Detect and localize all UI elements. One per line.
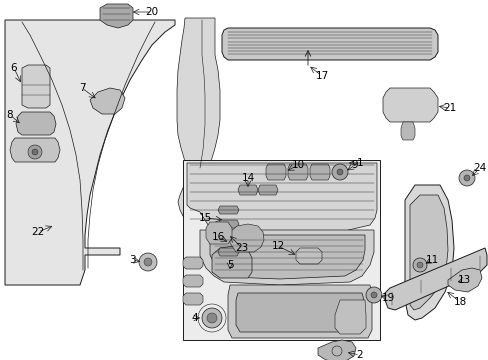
Text: 22: 22 [31, 227, 44, 237]
Text: 1: 1 [356, 158, 363, 168]
Polygon shape [186, 163, 376, 232]
Polygon shape [5, 20, 175, 285]
Polygon shape [183, 257, 203, 269]
Polygon shape [309, 164, 329, 180]
Polygon shape [227, 285, 371, 338]
Polygon shape [447, 268, 481, 292]
Polygon shape [183, 293, 203, 305]
Text: 18: 18 [452, 297, 466, 307]
Polygon shape [16, 112, 56, 135]
Polygon shape [209, 235, 364, 279]
Polygon shape [265, 164, 285, 180]
Text: 11: 11 [425, 255, 438, 265]
Polygon shape [384, 248, 486, 310]
Polygon shape [205, 222, 231, 244]
Text: 14: 14 [241, 173, 254, 183]
Text: 20: 20 [145, 7, 158, 17]
Text: 4: 4 [191, 313, 198, 323]
Polygon shape [218, 234, 239, 242]
Polygon shape [183, 160, 379, 340]
Circle shape [458, 170, 474, 186]
Polygon shape [212, 246, 251, 278]
Circle shape [202, 308, 222, 328]
Polygon shape [409, 195, 447, 310]
Polygon shape [222, 28, 437, 60]
Text: 5: 5 [226, 260, 233, 270]
Text: 23: 23 [235, 243, 248, 253]
Text: 3: 3 [128, 255, 135, 265]
Text: 12: 12 [271, 241, 284, 251]
Text: 13: 13 [456, 275, 469, 285]
Polygon shape [90, 88, 125, 114]
Circle shape [416, 262, 422, 268]
Circle shape [370, 292, 376, 298]
Polygon shape [236, 293, 363, 332]
Text: 10: 10 [291, 160, 304, 170]
Text: 24: 24 [472, 163, 486, 173]
Polygon shape [218, 248, 239, 256]
Text: 19: 19 [381, 293, 394, 303]
Polygon shape [382, 88, 437, 122]
Polygon shape [404, 185, 453, 320]
Polygon shape [183, 275, 203, 287]
Circle shape [412, 258, 426, 272]
Polygon shape [100, 4, 133, 28]
Circle shape [32, 149, 38, 155]
Text: 6: 6 [11, 63, 17, 73]
Polygon shape [238, 185, 258, 195]
Text: 15: 15 [198, 213, 211, 223]
Circle shape [28, 145, 42, 159]
Polygon shape [200, 230, 373, 285]
Polygon shape [177, 18, 220, 248]
Polygon shape [287, 164, 307, 180]
Polygon shape [229, 224, 264, 252]
Polygon shape [400, 122, 414, 140]
Circle shape [463, 175, 469, 181]
Polygon shape [218, 206, 239, 214]
Text: 9: 9 [351, 160, 358, 170]
Circle shape [206, 313, 217, 323]
Polygon shape [258, 185, 278, 195]
Polygon shape [317, 340, 355, 360]
Text: 21: 21 [443, 103, 456, 113]
Polygon shape [334, 300, 365, 334]
Circle shape [365, 287, 381, 303]
Text: 8: 8 [7, 110, 13, 120]
Circle shape [143, 258, 152, 266]
Polygon shape [218, 220, 239, 228]
Circle shape [331, 164, 347, 180]
Polygon shape [22, 65, 50, 108]
Text: 16: 16 [211, 232, 224, 242]
Circle shape [139, 253, 157, 271]
Circle shape [336, 169, 342, 175]
Polygon shape [10, 138, 60, 162]
Text: 2: 2 [356, 350, 363, 360]
Text: 7: 7 [79, 83, 85, 93]
Polygon shape [295, 248, 321, 264]
Text: 17: 17 [315, 71, 328, 81]
